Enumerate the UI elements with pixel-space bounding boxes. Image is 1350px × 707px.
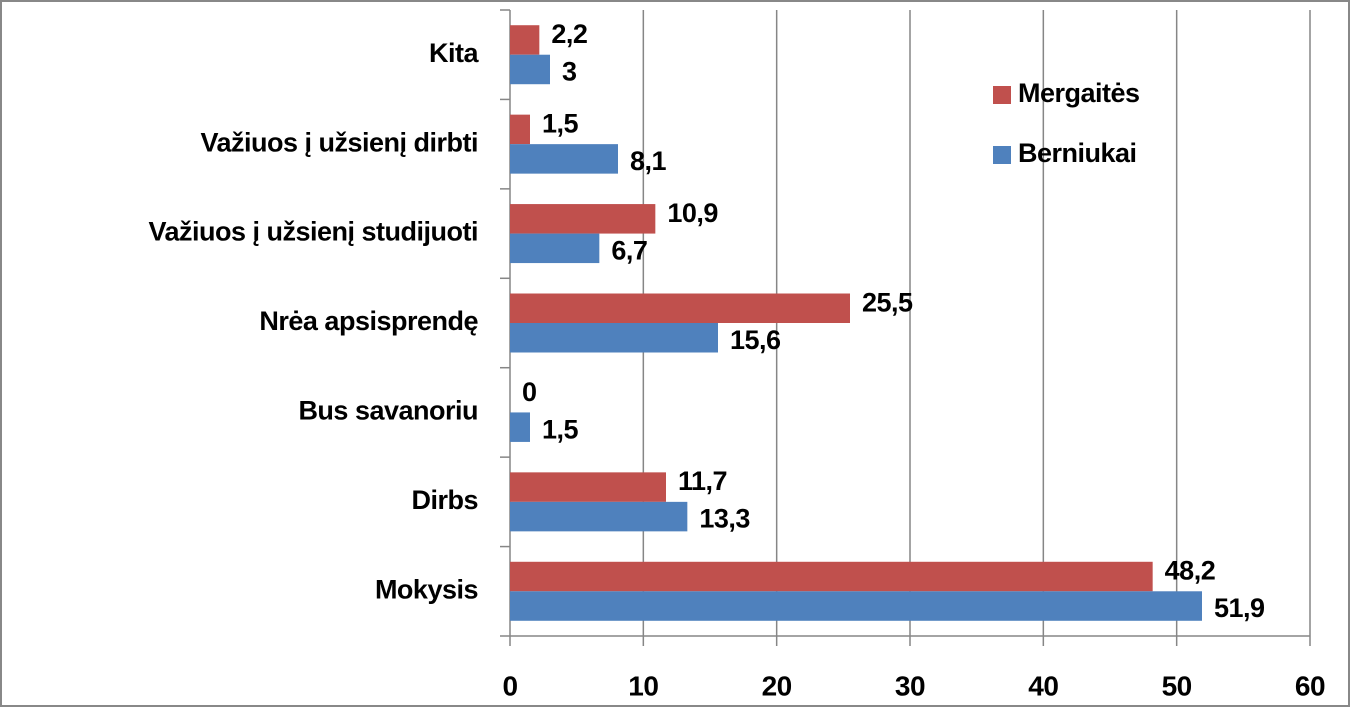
data-label: 11,7	[678, 466, 727, 496]
bar	[510, 472, 666, 502]
data-label: 10,9	[667, 198, 718, 228]
x-tick-label: 10	[628, 670, 658, 701]
x-tick-label: 40	[1028, 670, 1058, 701]
y-tick-label: Važiuos į užsienį dirbti	[200, 127, 478, 157]
bar	[510, 114, 530, 145]
bar	[510, 561, 1153, 592]
data-label: 6,7	[611, 235, 647, 265]
y-tick-label: Nrėa apsisprendę	[259, 306, 478, 336]
bar	[510, 233, 600, 264]
legend-label: Berniukai	[1018, 138, 1137, 168]
bar	[510, 412, 530, 442]
bar	[510, 293, 850, 323]
x-tick-label: 20	[762, 670, 792, 701]
data-label: 3	[562, 57, 577, 87]
data-label: 48,2	[1165, 556, 1216, 586]
data-label: 1,5	[542, 109, 579, 139]
data-label: 25,5	[862, 287, 913, 317]
bar	[510, 591, 1202, 621]
data-label: 13,3	[699, 504, 750, 534]
legend-swatch	[993, 146, 1011, 164]
bar	[510, 323, 718, 353]
y-tick-label: Bus savanoriu	[298, 396, 478, 426]
x-tick-label: 50	[1162, 670, 1192, 701]
data-label: 1,5	[542, 414, 579, 444]
y-tick-label: Dirbs	[411, 485, 478, 515]
x-tick-label: 60	[1295, 670, 1325, 701]
data-label: 0	[522, 377, 537, 407]
legend-swatch	[993, 86, 1011, 104]
data-label: 8,1	[630, 146, 667, 176]
data-label: 15,6	[730, 325, 781, 355]
bar	[510, 54, 550, 85]
data-label: 51,9	[1214, 593, 1265, 623]
bar	[510, 204, 656, 234]
legend-label: Mergaitės	[1018, 78, 1140, 108]
x-tick-label: 0	[502, 670, 517, 701]
y-tick-label: Važiuos į užsienį studijuoti	[148, 217, 478, 247]
bar	[510, 25, 540, 55]
y-tick-label: Mokysis	[375, 574, 478, 604]
bar	[510, 144, 618, 174]
bar	[510, 501, 688, 532]
y-tick-label: Kita	[429, 38, 479, 68]
data-label: 2,2	[551, 19, 587, 49]
x-tick-label: 30	[895, 670, 925, 701]
